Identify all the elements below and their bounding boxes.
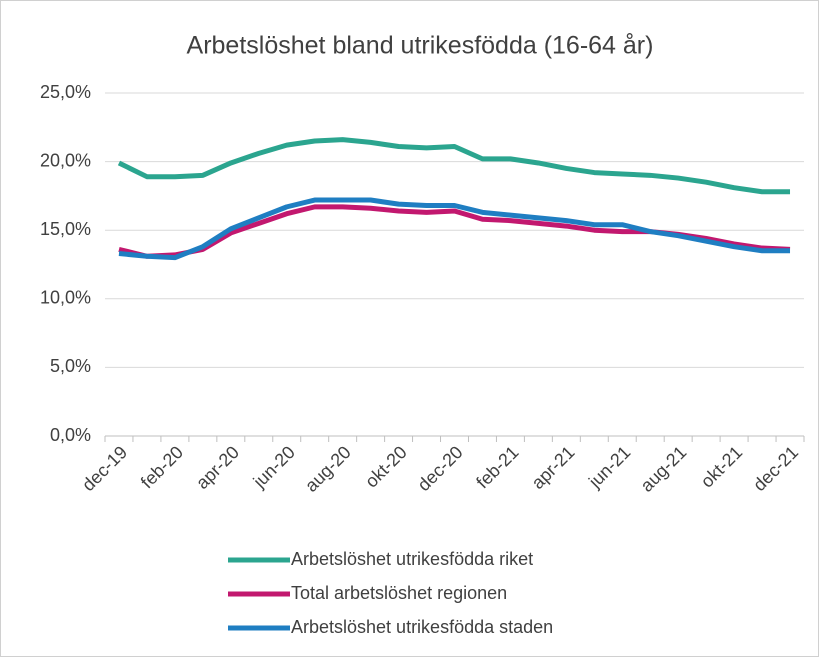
legend-label: Total arbetslöshet regionen xyxy=(291,583,507,603)
series-line xyxy=(117,137,791,195)
chart-title: Arbetslöshet bland utrikesfödda (16-64 å… xyxy=(187,32,654,60)
legend-label: Arbetslöshet utrikesfödda staden xyxy=(291,617,553,637)
y-tick-label: 20,0% xyxy=(40,150,91,170)
y-tick-label: 10,0% xyxy=(40,288,91,308)
y-tick-label: 15,0% xyxy=(40,219,91,239)
y-tick-label: 25,0% xyxy=(40,82,91,102)
y-tick-label: 0,0% xyxy=(50,425,91,445)
y-tick-label: 5,0% xyxy=(50,356,91,376)
legend-label: Arbetslöshet utrikesfödda riket xyxy=(291,549,533,569)
series-line xyxy=(118,197,791,261)
